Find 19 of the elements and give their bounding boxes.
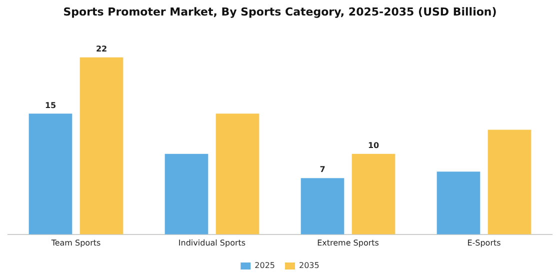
data-label: 10 (368, 141, 380, 150)
legend-label: 2025 (254, 261, 275, 270)
bar (80, 57, 124, 234)
x-tick-label: Team Sports (50, 238, 101, 248)
bar (28, 114, 72, 234)
data-label: 22 (96, 44, 108, 54)
bar (216, 114, 260, 234)
x-tick-label: Individual Sports (178, 238, 246, 248)
data-label: 7 (320, 165, 326, 174)
bar (300, 178, 344, 234)
bar (164, 154, 208, 234)
x-tick-label: E-Sports (467, 238, 501, 248)
x-tick-label: Extreme Sports (317, 238, 379, 248)
bar (488, 130, 532, 234)
legend-label: 2035 (299, 261, 320, 270)
bar (436, 172, 480, 234)
chart-title: Sports Promoter Market, By Sports Category, 2025-2035 (USD Billion) (63, 5, 497, 18)
bar (352, 154, 396, 234)
data-label: 15 (44, 100, 56, 110)
